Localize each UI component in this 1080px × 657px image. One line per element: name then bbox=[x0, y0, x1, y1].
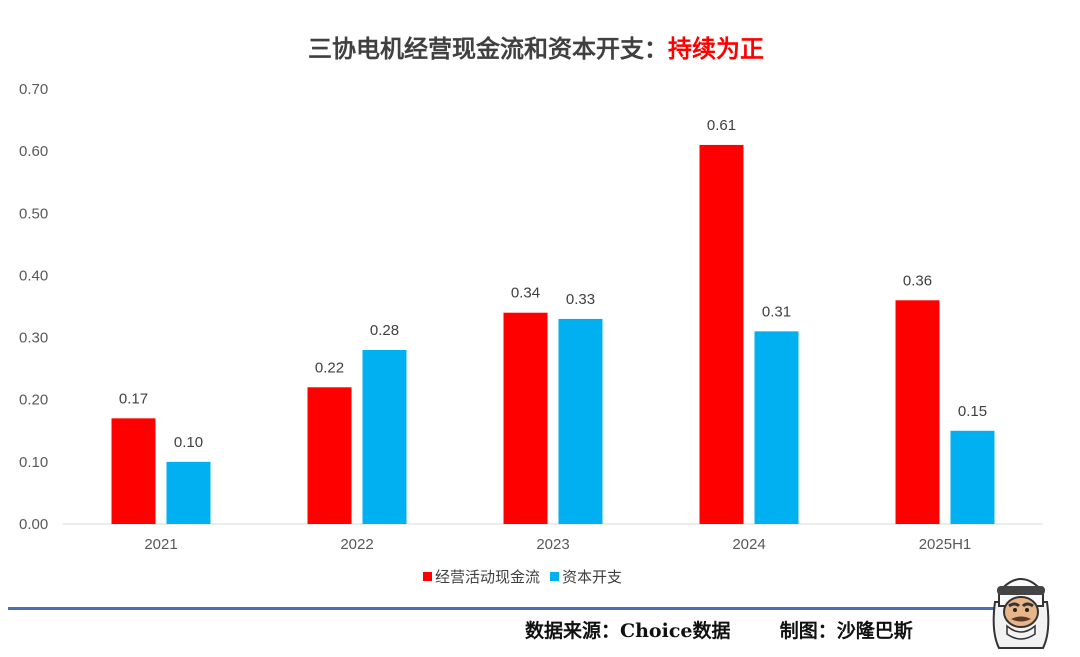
data-label: 0.17 bbox=[119, 390, 148, 407]
data-label: 0.15 bbox=[958, 403, 987, 420]
chart-title-main: 三协电机经营现金流和资本开支： bbox=[308, 34, 668, 63]
bar-capex-2023 bbox=[558, 318, 603, 524]
bar-operating-cash-flow-2025H1 bbox=[895, 300, 940, 524]
footer: 数据来源：Choice数据 制图：沙隆巴斯 bbox=[525, 616, 913, 643]
x-tick-label: 2022 bbox=[340, 536, 373, 553]
y-axis: 0.00 0.10 0.20 0.30 0.40 0.50 0.60 0.70 bbox=[19, 81, 48, 533]
data-label: 0.28 bbox=[370, 322, 399, 339]
data-label: 0.31 bbox=[762, 303, 791, 320]
bar-capex-2021 bbox=[166, 461, 211, 524]
bar-operating-cash-flow-2023 bbox=[503, 312, 548, 524]
y-tick-label: 0.70 bbox=[19, 81, 48, 98]
bar-operating-cash-flow-2021 bbox=[111, 418, 156, 524]
footer-divider bbox=[8, 607, 1008, 610]
legend-swatch bbox=[423, 572, 432, 581]
y-tick-label: 0.50 bbox=[19, 205, 48, 222]
footer-author: 制图：沙隆巴斯 bbox=[779, 620, 913, 642]
data-label: 0.10 bbox=[174, 434, 203, 451]
bars: 0.17 0.10 0.22 0.28 0.34 0.33 0.61 0.31 0.36 0.15 bbox=[111, 117, 995, 524]
bar-capex-2025H1 bbox=[950, 430, 995, 524]
data-label: 0.36 bbox=[903, 272, 932, 289]
x-tick-label: 2025H1 bbox=[919, 536, 972, 553]
x-tick-label: 2023 bbox=[536, 536, 569, 553]
data-label: 0.61 bbox=[707, 117, 736, 134]
y-tick-label: 0.10 bbox=[19, 454, 48, 471]
y-tick-label: 0.20 bbox=[19, 392, 48, 409]
bar-capex-2024 bbox=[754, 331, 799, 524]
y-tick-label: 0.30 bbox=[19, 330, 48, 347]
x-axis: 2021 2022 2023 2024 2025H1 bbox=[144, 536, 971, 553]
legend-label: 经营活动现金流 bbox=[435, 569, 540, 586]
y-tick-label: 0.60 bbox=[19, 143, 48, 160]
legend: 经营活动现金流 资本开支 bbox=[423, 569, 622, 586]
x-tick-label: 2024 bbox=[732, 536, 765, 553]
x-tick-label: 2021 bbox=[144, 536, 177, 553]
legend-swatch bbox=[550, 572, 559, 581]
mascot-avatar bbox=[992, 578, 1050, 649]
chart-title: 三协电机经营现金流和资本开支：持续为正 bbox=[308, 34, 764, 63]
data-label: 0.22 bbox=[315, 359, 344, 376]
bar-capex-2022 bbox=[362, 350, 407, 524]
legend-label: 资本开支 bbox=[562, 569, 622, 586]
footer-source: 数据来源：Choice数据 bbox=[525, 620, 731, 642]
y-tick-label: 0.00 bbox=[19, 516, 48, 533]
data-label: 0.33 bbox=[566, 291, 595, 308]
bar-operating-cash-flow-2022 bbox=[307, 387, 352, 524]
bar-operating-cash-flow-2024 bbox=[699, 144, 744, 524]
data-label: 0.34 bbox=[511, 285, 540, 302]
y-tick-label: 0.40 bbox=[19, 267, 48, 284]
chart-title-highlight: 持续为正 bbox=[668, 34, 764, 63]
